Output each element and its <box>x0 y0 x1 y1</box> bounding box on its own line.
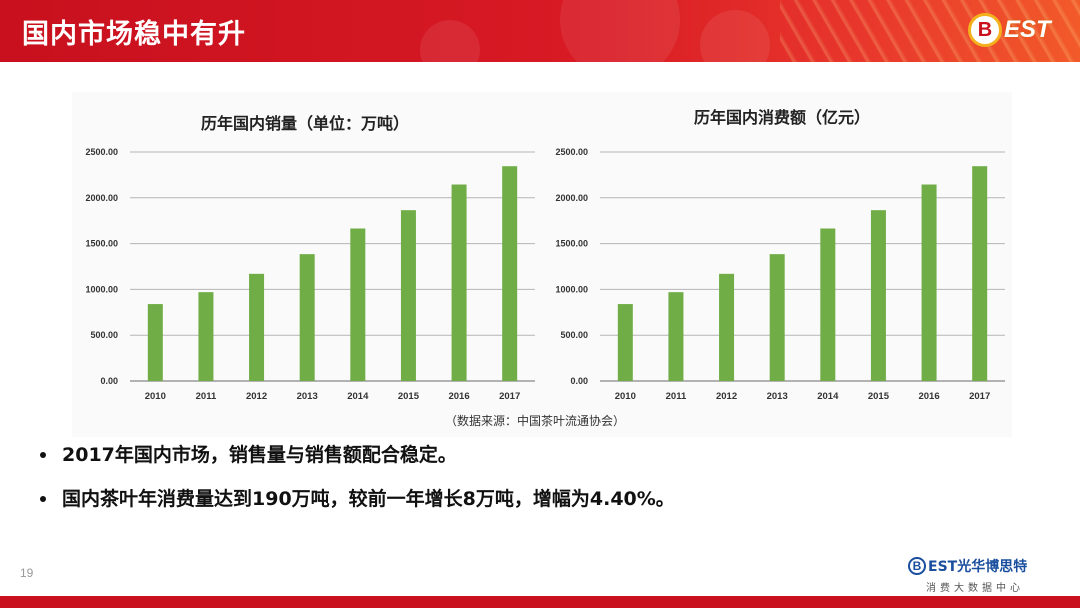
bullet-list: 2017年国内市场，销售量与销售额配合稳定。 国内茶叶年消费量达到190万吨，较… <box>38 443 675 511</box>
bar <box>299 254 315 381</box>
bar <box>972 166 988 381</box>
y-tick-label: 2500.00 <box>85 147 118 157</box>
bullet-dot <box>40 452 46 458</box>
y-tick-label: 1000.00 <box>555 284 588 294</box>
bar <box>350 228 366 381</box>
x-tick-label: 2010 <box>145 391 166 402</box>
y-tick-label: 1500.00 <box>555 239 588 249</box>
chart-panel <box>72 92 1012 437</box>
brand-b-icon: B <box>908 557 926 575</box>
bar <box>719 273 735 381</box>
brand-name: EST光华博思特 <box>928 559 1028 575</box>
bar <box>870 210 886 381</box>
bullet-item: 2017年国内市场，销售量与销售额配合稳定。 <box>38 443 675 467</box>
chart-title: 历年国内销量（单位：万吨） <box>201 114 409 133</box>
bullet-text: 2017年国内市场，销售量与销售额配合稳定。 <box>62 444 457 466</box>
header-decor-bubble <box>420 20 480 62</box>
y-tick-label: 0.00 <box>100 376 118 386</box>
y-tick-label: 0.00 <box>570 376 588 386</box>
x-tick-label: 2015 <box>868 391 890 402</box>
x-tick-label: 2011 <box>666 391 687 402</box>
y-tick-label: 2000.00 <box>85 193 118 203</box>
bar <box>400 210 416 381</box>
x-tick-label: 2011 <box>196 391 217 402</box>
x-tick-label: 2010 <box>615 391 636 402</box>
brand-logo-bottom: B EST光华博思特 消费大数据中心 <box>908 556 1058 594</box>
x-tick-label: 2017 <box>969 391 990 402</box>
slide-title: 国内市场稳中有升 <box>22 19 246 50</box>
header-decor-bubble <box>560 0 680 62</box>
bullet-dot <box>40 496 46 502</box>
best-logo-b-icon: B <box>968 13 1002 47</box>
x-tick-label: 2015 <box>398 391 420 402</box>
y-tick-label: 2500.00 <box>555 147 588 157</box>
best-logo: B EST <box>968 9 1066 51</box>
bar <box>921 184 937 381</box>
y-tick-label: 1000.00 <box>85 284 118 294</box>
bar <box>451 184 467 381</box>
chart-1: 历年国内销量（单位：万吨） 0.00 500.00 1000.00 1500.00 200… <box>85 114 535 402</box>
x-tick-label: 2014 <box>817 391 839 402</box>
x-tick-label: 2014 <box>347 391 369 402</box>
slide-header: 国内市场稳中有升 B EST <box>0 0 1080 62</box>
y-tick-label: 500.00 <box>90 330 118 340</box>
bullet-item: 国内茶叶年消费量达到190万吨，较前一年增长8万吨，增幅为4.40%。 <box>38 487 675 511</box>
brand-tagline: 消费大数据中心 <box>926 583 1024 594</box>
header-decor-rays <box>780 0 1080 62</box>
bar <box>617 304 633 381</box>
bullet-text: 国内茶叶年消费量达到190万吨，较前一年增长8万吨，增幅为4.40%。 <box>62 488 675 510</box>
x-tick-label: 2017 <box>499 391 520 402</box>
chart-2: 历年国内消费额（亿元） 0.00 500.00 1000.00 1500.00 2000.… <box>555 108 1005 402</box>
y-tick-label: 2000.00 <box>555 193 588 203</box>
y-tick-label: 500.00 <box>560 330 588 340</box>
bar <box>502 166 518 381</box>
footer-bar <box>0 596 1080 608</box>
bar <box>198 292 214 381</box>
best-logo-word: EST <box>1004 16 1051 43</box>
page-number: 19 <box>20 566 34 580</box>
x-tick-label: 2013 <box>767 391 788 402</box>
bar <box>249 273 265 381</box>
x-tick-label: 2013 <box>297 391 318 402</box>
bar <box>668 292 684 381</box>
x-tick-label: 2016 <box>918 391 939 402</box>
bar <box>820 228 836 381</box>
x-tick-label: 2012 <box>716 391 737 402</box>
x-tick-label: 2012 <box>246 391 267 402</box>
y-tick-label: 1500.00 <box>85 239 118 249</box>
bar <box>769 254 785 381</box>
header-decor-bubble <box>700 10 770 62</box>
source-note: （数据来源：中国茶叶流通协会） <box>445 413 625 428</box>
chart-title: 历年国内消费额（亿元） <box>694 108 870 127</box>
x-tick-label: 2016 <box>448 391 469 402</box>
bar <box>147 304 163 381</box>
